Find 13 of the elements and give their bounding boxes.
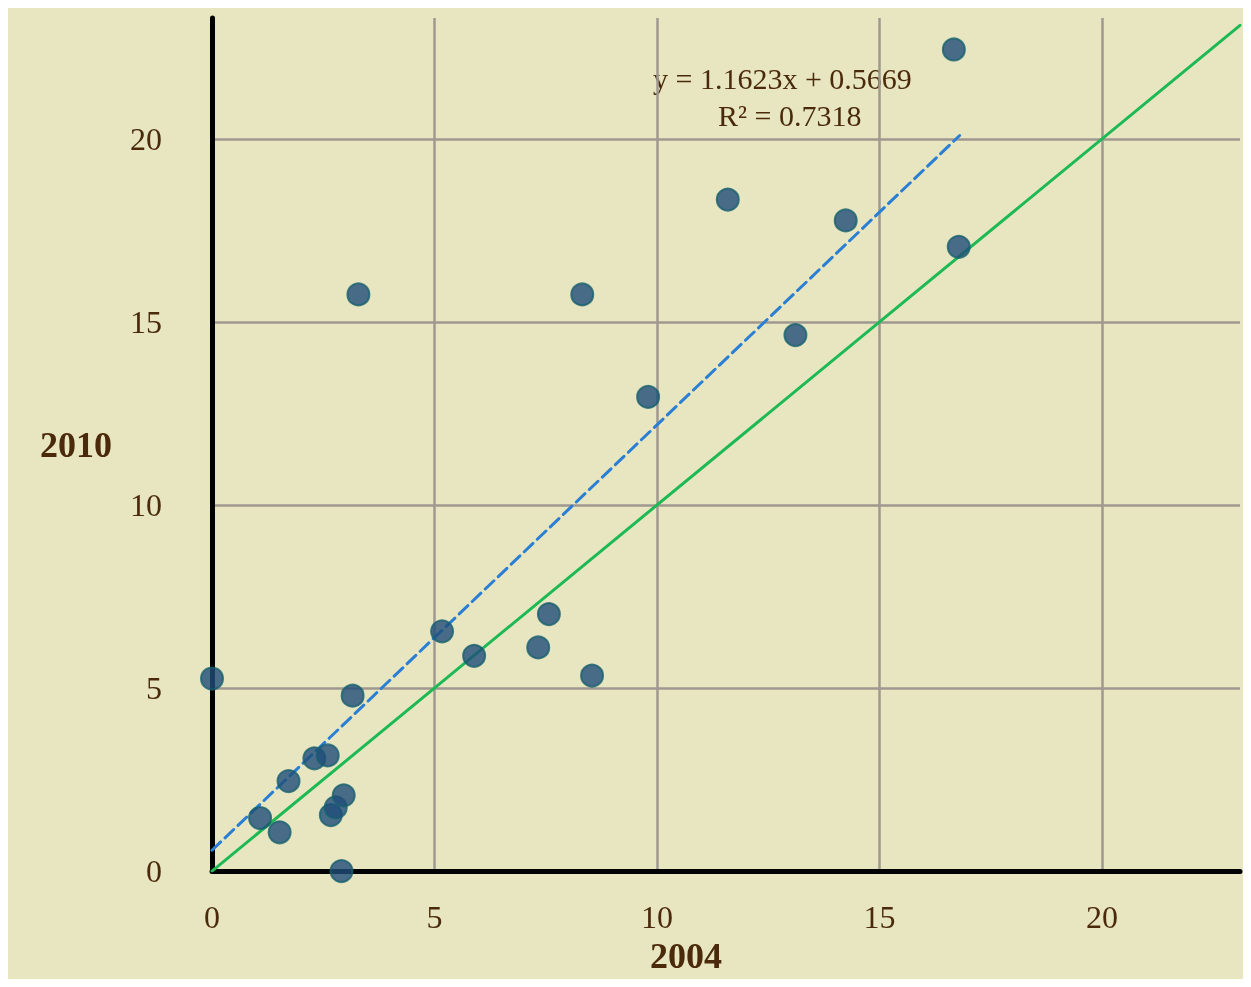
y-axis-title: 2010: [40, 424, 112, 465]
x-tick-label: 15: [863, 899, 896, 936]
x-tick-label: 5: [426, 899, 443, 936]
y-tick-label: 0: [146, 853, 162, 890]
y-tick-label: 15: [130, 303, 162, 340]
x-tick-label: 20: [1086, 899, 1119, 936]
y-tick-label: 10: [130, 486, 162, 523]
y-tick-label: 20: [130, 120, 162, 157]
annotation: R² = 0.7318: [718, 98, 862, 132]
x-axis-title: 2004: [650, 936, 722, 976]
x-tick-label: 0: [204, 899, 220, 936]
x-tick-label: 10: [641, 899, 674, 936]
y-tick-label: 5: [146, 670, 162, 707]
